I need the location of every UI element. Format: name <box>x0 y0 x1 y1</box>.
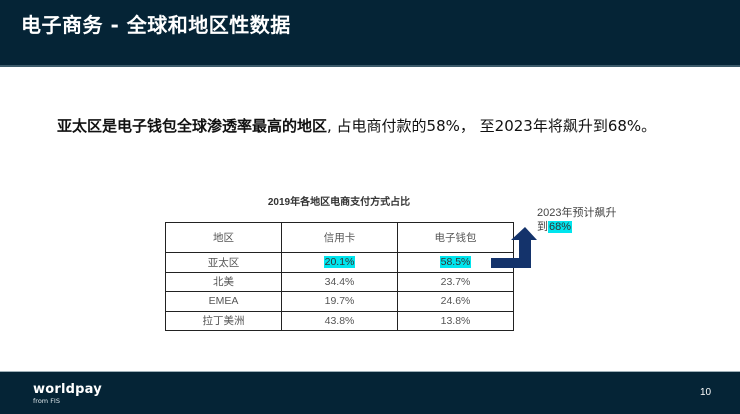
table-row: EMEA 19.7% 24.6% <box>165 291 514 312</box>
footer-divider <box>0 371 740 372</box>
headline-bold: 亚太区是电子钱包全球渗透率最高的地区 <box>57 117 328 135</box>
cell-region: 亚太区 <box>165 252 282 273</box>
highlighted-value: 58.5% <box>439 256 472 269</box>
slide-header <box>0 0 740 66</box>
cell-e-wallet: 24.6% <box>397 291 514 312</box>
table-row: 亚太区 20.1% 58.5% <box>165 252 514 273</box>
worldpay-logo: worldpay from FIS <box>33 382 102 406</box>
callout-highlight: 68% <box>548 221 573 233</box>
header-region: 地区 <box>165 222 282 253</box>
cell-credit-card: 19.7% <box>281 291 398 312</box>
headline-text: 亚太区是电子钱包全球渗透率最高的地区, 占电商付款的58%， 至2023年将飙升… <box>57 116 657 137</box>
logo-sub: from FIS <box>33 397 60 405</box>
cell-credit-card: 43.8% <box>281 310 398 331</box>
cell-e-wallet: 23.7% <box>397 271 514 292</box>
cell-region: 北美 <box>165 271 282 292</box>
table-row: 拉丁美洲 43.8% 13.8% <box>165 310 514 331</box>
cell-e-wallet: 13.8% <box>397 310 514 331</box>
table-header-row: 地区 信用卡 电子钱包 <box>165 222 514 253</box>
header-credit-card: 信用卡 <box>281 222 398 253</box>
page-number: 10 <box>700 387 712 398</box>
payment-share-table: 地区 信用卡 电子钱包 亚太区 20.1% 58.5% 北美 34.4% 23.… <box>165 222 514 331</box>
up-turn-arrow-icon <box>491 227 537 268</box>
cell-credit-card: 20.1% <box>281 252 398 273</box>
header-divider <box>0 65 740 67</box>
table-row: 北美 34.4% 23.7% <box>165 271 514 292</box>
cell-region: 拉丁美洲 <box>165 310 282 331</box>
cell-region: EMEA <box>165 291 282 312</box>
logo-brand: worldpay <box>33 382 102 397</box>
slide-footer <box>0 372 740 414</box>
header-e-wallet: 电子钱包 <box>397 222 514 253</box>
headline-rest: , 占电商付款的58%， 至2023年将飙升到68%。 <box>327 117 657 135</box>
forecast-callout: 2023年预计飙升到68% <box>537 206 627 234</box>
highlighted-value: 20.1% <box>323 256 356 269</box>
table-caption: 2019年各地区电商支付方式占比 <box>267 197 411 208</box>
slide-title: 电子商务 - 全球和地区性数据 <box>21 13 291 37</box>
callout-text: 2023年预计飙升到 <box>537 207 617 233</box>
cell-credit-card: 34.4% <box>281 271 398 292</box>
